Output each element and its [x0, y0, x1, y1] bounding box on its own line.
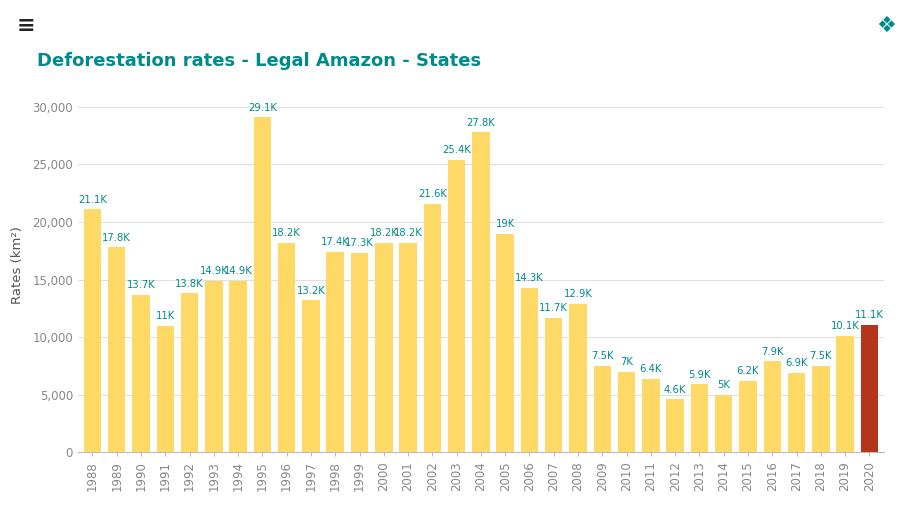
Y-axis label: Rates (km²): Rates (km²)	[11, 226, 24, 304]
Bar	[836, 336, 854, 452]
Bar	[229, 281, 246, 452]
Bar	[423, 203, 442, 452]
Text: 12.9K: 12.9K	[563, 289, 593, 299]
Bar	[254, 117, 271, 452]
Bar	[520, 288, 539, 452]
Bar	[326, 252, 344, 452]
Bar	[642, 379, 660, 452]
Text: 7.5K: 7.5K	[810, 352, 832, 361]
Text: 17.8K: 17.8K	[103, 233, 131, 243]
Text: 4.6K: 4.6K	[664, 385, 686, 395]
Bar	[861, 324, 878, 452]
Bar	[617, 372, 636, 452]
Text: ❖: ❖	[876, 16, 896, 35]
Bar	[788, 373, 805, 452]
Text: 13.8K: 13.8K	[175, 279, 204, 289]
Text: 10.1K: 10.1K	[831, 321, 859, 331]
Bar	[132, 294, 149, 452]
Bar	[351, 253, 368, 452]
Bar	[569, 304, 587, 452]
Bar	[764, 361, 781, 452]
Text: 14.3K: 14.3K	[515, 273, 544, 283]
Text: 5K: 5K	[717, 380, 730, 390]
Text: 5.9K: 5.9K	[688, 370, 711, 380]
Bar	[545, 318, 562, 452]
Bar	[496, 233, 514, 452]
Bar	[375, 243, 393, 452]
Bar	[667, 399, 684, 452]
Text: 18.2K: 18.2K	[369, 228, 398, 238]
Bar	[180, 293, 198, 452]
Text: 14.9K: 14.9K	[200, 266, 228, 276]
Text: 21.6K: 21.6K	[418, 189, 447, 199]
Bar	[812, 366, 830, 452]
Text: 14.9K: 14.9K	[224, 266, 253, 276]
Text: 25.4K: 25.4K	[442, 145, 471, 155]
Text: ≡: ≡	[16, 16, 35, 35]
Text: 13.7K: 13.7K	[126, 280, 156, 290]
Bar	[472, 132, 490, 452]
Text: 6.4K: 6.4K	[639, 364, 662, 374]
Bar	[108, 248, 125, 452]
Text: 7.5K: 7.5K	[591, 352, 614, 361]
Bar	[278, 243, 295, 452]
Bar	[302, 301, 320, 452]
Bar	[691, 384, 708, 452]
Text: 11K: 11K	[156, 311, 175, 321]
Text: 7K: 7K	[620, 357, 633, 367]
Text: 18.2K: 18.2K	[394, 228, 422, 238]
Bar	[205, 281, 223, 452]
Text: 29.1K: 29.1K	[248, 102, 277, 112]
Bar	[83, 210, 101, 452]
Bar	[739, 381, 757, 452]
Text: 21.1K: 21.1K	[78, 194, 107, 205]
Text: 17.3K: 17.3K	[345, 239, 374, 249]
Text: 11.1K: 11.1K	[855, 310, 884, 320]
Text: Deforestation rates - Legal Amazon - States: Deforestation rates - Legal Amazon - Sta…	[37, 52, 481, 70]
Bar	[715, 395, 733, 452]
Text: 19K: 19K	[496, 219, 515, 229]
Bar	[157, 326, 174, 452]
Text: 13.2K: 13.2K	[297, 285, 325, 296]
Bar	[448, 160, 465, 452]
Text: 6.9K: 6.9K	[785, 358, 808, 368]
Text: 27.8K: 27.8K	[466, 118, 496, 127]
Text: 11.7K: 11.7K	[540, 303, 568, 313]
Text: 6.2K: 6.2K	[736, 367, 759, 376]
Bar	[399, 243, 417, 452]
Text: 17.4K: 17.4K	[321, 237, 350, 248]
Text: 7.9K: 7.9K	[761, 347, 783, 357]
Bar	[594, 366, 611, 452]
Text: 18.2K: 18.2K	[272, 228, 301, 238]
